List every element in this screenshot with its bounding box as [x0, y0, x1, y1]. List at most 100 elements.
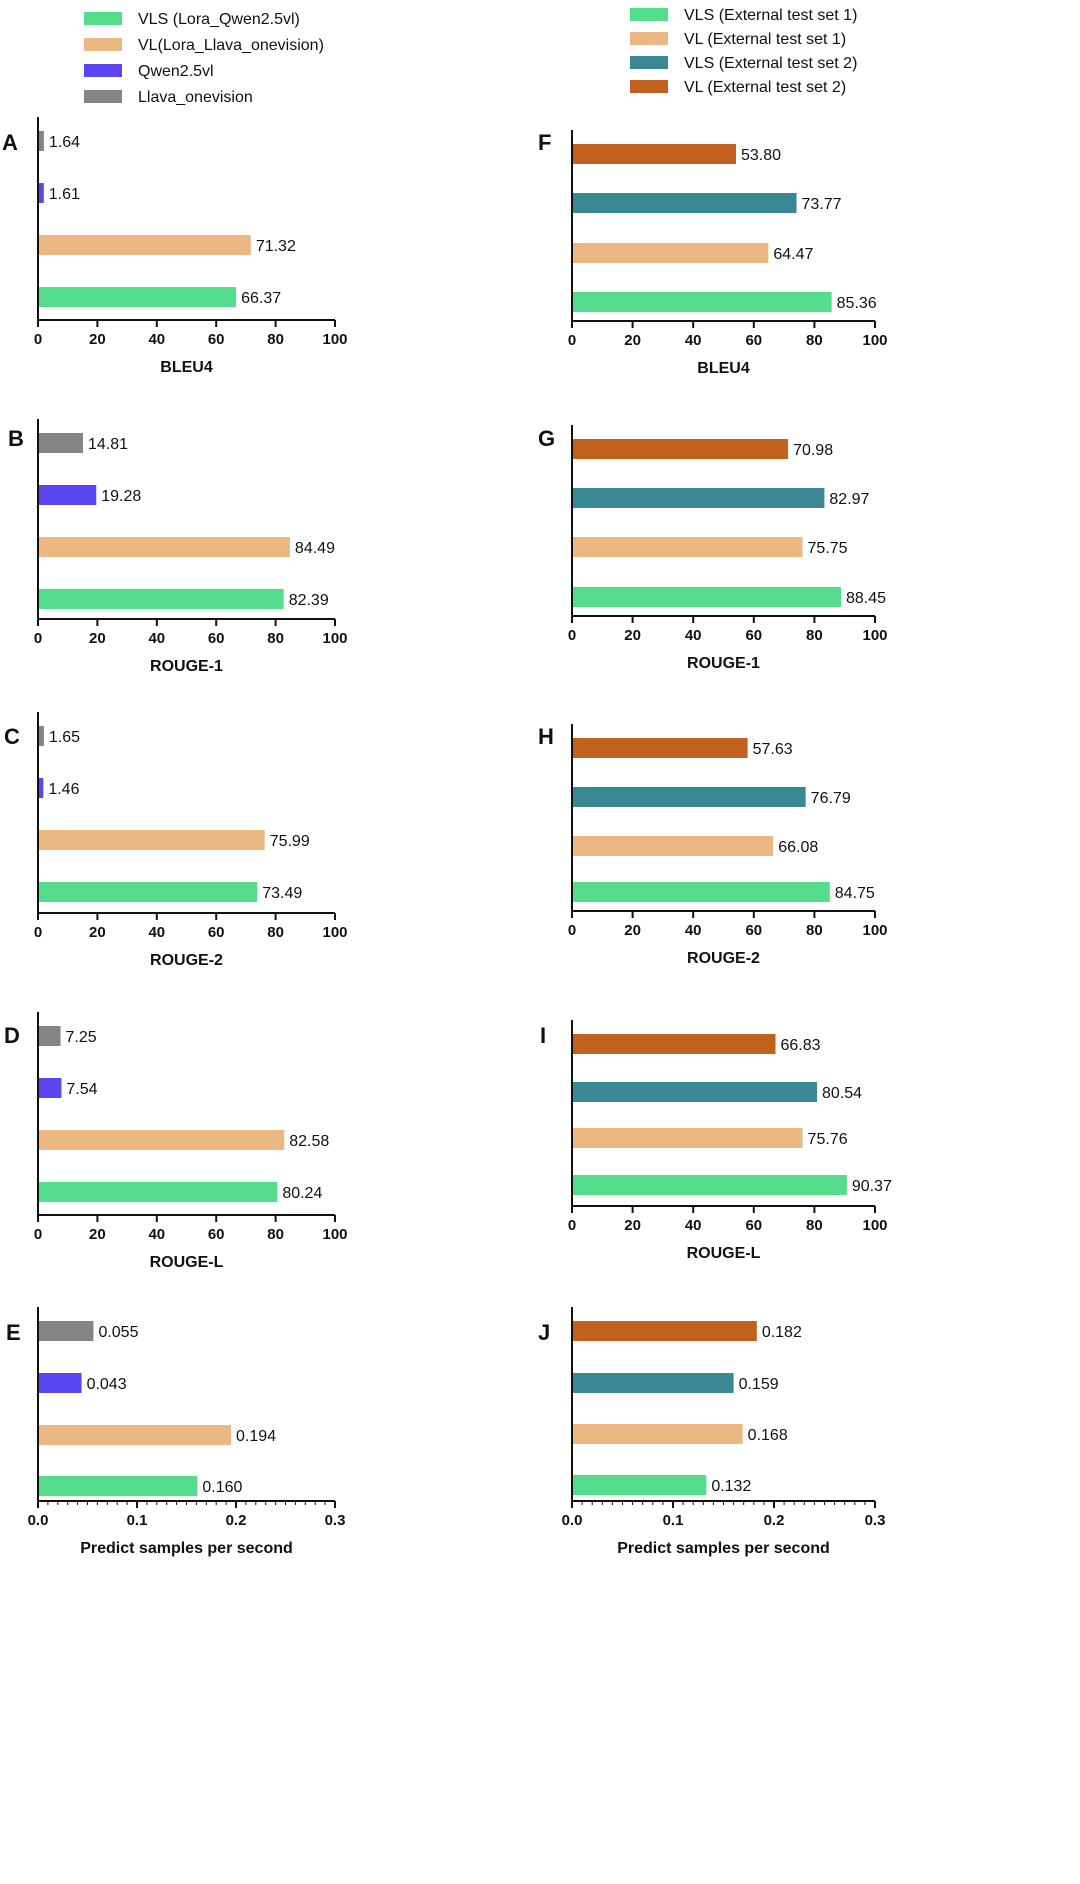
bar	[573, 488, 825, 508]
legend-swatch	[630, 32, 668, 45]
x-tick-label: 0	[34, 630, 42, 647]
bar	[573, 1082, 818, 1102]
x-tick-label: 40	[148, 1226, 165, 1243]
bar	[39, 1182, 278, 1202]
data-label: 71.32	[256, 238, 296, 255]
x-tick-label: 80	[267, 924, 284, 941]
data-label: 0.168	[748, 1427, 788, 1444]
x-tick-label: 0.2	[764, 1512, 785, 1529]
data-label: 14.81	[88, 436, 128, 453]
panel-letter: E	[6, 1320, 21, 1345]
data-label: 0.159	[739, 1376, 779, 1393]
x-tick-label: 0.1	[663, 1512, 684, 1529]
x-tick-label: 100	[862, 922, 887, 939]
bar	[39, 1373, 82, 1393]
legend-label: VLS (External test set 2)	[684, 55, 857, 72]
bar	[39, 778, 44, 798]
data-label: 66.08	[778, 839, 818, 856]
x-tick-label: 40	[685, 627, 702, 644]
x-tick-label: 0.3	[865, 1512, 886, 1529]
x-tick-label: 60	[208, 1226, 225, 1243]
data-label: 0.160	[202, 1479, 242, 1496]
x-tick-label: 100	[322, 630, 347, 647]
chart-panel-e: E 0.0 0.1 0.2 0.3 Predict samples per second 0…	[6, 1307, 345, 1557]
data-label: 76.79	[811, 790, 851, 807]
x-tick-label: 60	[208, 630, 225, 647]
x-tick-label: 100	[322, 924, 347, 941]
legend-swatch	[630, 56, 668, 69]
x-tick-label: 40	[685, 332, 702, 349]
bar	[573, 1321, 757, 1341]
data-label: 57.63	[753, 741, 793, 758]
bar	[573, 1475, 707, 1495]
data-label: 64.47	[773, 246, 813, 263]
legend-label: VL (External test set 1)	[684, 31, 846, 48]
x-axis-title: ROUGE-2	[687, 950, 760, 967]
data-label: 73.49	[262, 885, 302, 902]
data-label: 1.46	[48, 781, 79, 798]
bar	[573, 1373, 734, 1393]
x-tick-label: 80	[267, 331, 284, 348]
x-tick-label: 20	[89, 924, 106, 941]
chart-panel-a: A 0 20 40 60 80 100 BLEU4 1.64 1.61 71.32 66.37	[2, 117, 348, 376]
data-label: 85.36	[837, 295, 877, 312]
data-label: 1.64	[49, 134, 80, 151]
x-tick-label: 100	[322, 331, 347, 348]
x-tick-label: 20	[624, 922, 641, 939]
legend-label: Llava_onevision	[138, 89, 253, 106]
data-label: 75.75	[808, 540, 848, 557]
data-label: 82.97	[829, 491, 869, 508]
x-tick-label: 20	[624, 1217, 641, 1234]
data-label: 19.28	[101, 488, 141, 505]
data-label: 1.65	[49, 729, 80, 746]
data-label: 88.45	[846, 590, 886, 607]
panel-letter: J	[538, 1320, 550, 1345]
bar	[573, 243, 769, 263]
x-axis-title: BLEU4	[160, 359, 213, 376]
data-label: 0.132	[711, 1478, 751, 1495]
data-label: 0.055	[98, 1324, 138, 1341]
x-tick-label: 100	[862, 627, 887, 644]
data-label: 70.98	[793, 442, 833, 459]
bar	[573, 738, 748, 758]
data-label: 80.24	[282, 1185, 322, 1202]
data-label: 82.58	[289, 1133, 329, 1150]
x-tick-label: 0	[568, 1217, 576, 1234]
legend-label: VL (External test set 2)	[684, 79, 846, 96]
x-axis-title: ROUGE-L	[687, 1245, 761, 1262]
x-tick-label: 0	[568, 332, 576, 349]
x-axis-title: BLEU4	[697, 360, 750, 377]
panel-letter: D	[4, 1023, 20, 1048]
legend-left: VLS (Lora_Qwen2.5vl) VL(Lora_Llava_onevis…	[84, 11, 324, 106]
x-tick-label: 0.0	[562, 1512, 583, 1529]
x-tick-label: 40	[148, 630, 165, 647]
x-tick-label: 40	[148, 331, 165, 348]
x-tick-label: 0	[34, 331, 42, 348]
legend-swatch	[84, 12, 122, 25]
x-tick-label: 80	[267, 1226, 284, 1243]
bar	[573, 882, 830, 902]
x-tick-label: 100	[862, 1217, 887, 1234]
panel-letter: I	[540, 1023, 546, 1048]
data-label: 53.80	[741, 147, 781, 164]
x-tick-label: 20	[624, 332, 641, 349]
data-label: 0.194	[236, 1428, 276, 1445]
x-tick-label: 20	[89, 1226, 106, 1243]
data-label: 84.75	[835, 885, 875, 902]
bar	[39, 1130, 285, 1150]
x-tick-label: 60	[208, 331, 225, 348]
bar	[39, 1321, 94, 1341]
bar	[573, 193, 797, 213]
panel-letter: H	[538, 724, 554, 749]
x-tick-label: 0	[34, 924, 42, 941]
bar	[573, 1034, 776, 1054]
data-label: 7.54	[66, 1081, 97, 1098]
bar	[39, 1425, 232, 1445]
bar	[39, 726, 44, 746]
bar	[39, 1476, 198, 1496]
x-tick-label: 60	[745, 332, 762, 349]
bar	[39, 1078, 62, 1098]
x-tick-label: 40	[685, 1217, 702, 1234]
bar	[39, 830, 265, 850]
x-tick-label: 60	[745, 627, 762, 644]
